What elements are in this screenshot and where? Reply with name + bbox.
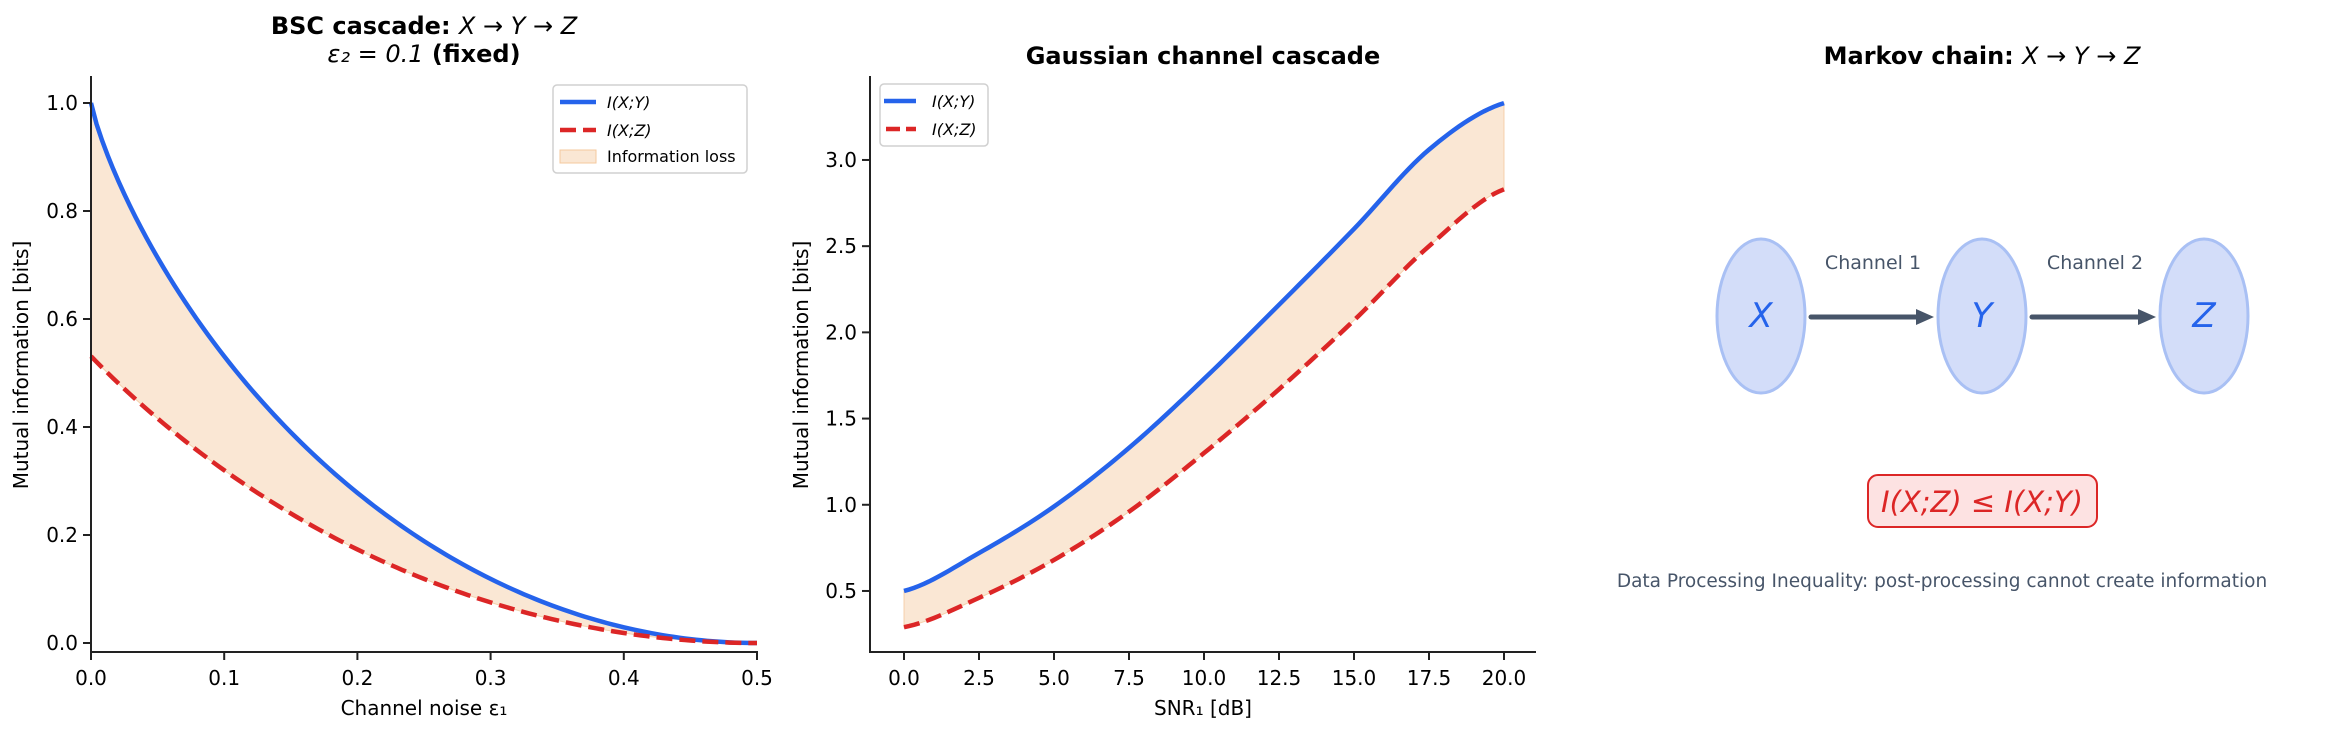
node-z: Z: [2158, 237, 2250, 395]
bsc-information-loss-area: [90, 102, 758, 644]
gauss-x-ticks: 0.0 2.5 5.0 7.5 10.0 12.5 15.0 17.5 20.0: [888, 652, 1526, 690]
edge-label-channel-1: Channel 1: [1825, 252, 1921, 274]
x-tick-label: 0.5: [741, 666, 773, 690]
gauss-legend: I(X;Y) I(X;Z): [879, 83, 989, 147]
arrow-y-to-z: [2029, 309, 2156, 325]
x-tick-label: 12.5: [1257, 666, 1302, 690]
y-tick-label: 0.0: [46, 631, 78, 655]
gauss-title: Gaussian channel cascade: [1026, 42, 1381, 70]
gauss-x-label: SNR₁ [dB]: [1154, 696, 1252, 720]
arrow-head-icon: [1916, 309, 1934, 325]
x-tick-label: 0.0: [888, 666, 920, 690]
y-tick-label: 2.5: [825, 234, 857, 258]
x-tick-label: 0.4: [608, 666, 640, 690]
node-x: X: [1715, 237, 1807, 395]
panel-gaussian: Gaussian channel cascade 0.5 1.0 1.5 2.0 2.5…: [789, 42, 1536, 720]
arrow-head-icon: [2138, 309, 2156, 325]
gauss-y-ticks: 0.5 1.0 1.5 2.0 2.5 3.0: [825, 148, 870, 603]
x-tick-label: 20.0: [1482, 666, 1527, 690]
dpi-inequality-text: I(X;Z) ≤ I(X;Y): [1881, 485, 2083, 519]
x-tick-label: 0.2: [341, 666, 373, 690]
bsc-legend: I(X;Y) I(X;Z) Information loss: [552, 84, 748, 174]
y-tick-label: 2.0: [825, 320, 857, 344]
arrow-x-to-y: [1808, 309, 1934, 325]
bsc-x-ticks: 0.0 0.1 0.2 0.3 0.4 0.5: [75, 652, 773, 690]
x-tick-label: 5.0: [1038, 666, 1070, 690]
bsc-iy-line: [88, 102, 758, 646]
bsc-title: BSC cascade: X → Y → Z: [271, 12, 578, 40]
y-tick-label: 0.5: [825, 579, 857, 603]
y-tick-label: 1.0: [825, 493, 857, 517]
y-tick-label: 1.0: [46, 91, 78, 115]
dpi-caption: Data Processing Inequality: post-process…: [1617, 571, 2267, 592]
legend-iy-label: I(X;Y): [932, 92, 975, 111]
y-tick-label: 3.0: [825, 148, 857, 172]
panel-markov: Markov chain: X → Y → Z X Y Z Channel 1 …: [1617, 42, 2267, 592]
gauss-y-label: Mutual information [bits]: [789, 241, 813, 490]
edge-label-channel-2: Channel 2: [2047, 252, 2143, 274]
y-tick-label: 0.6: [46, 307, 78, 331]
x-tick-label: 10.0: [1182, 666, 1227, 690]
legend-loss-label: Information loss: [607, 147, 736, 166]
y-tick-label: 1.5: [825, 407, 857, 431]
x-tick-label: 7.5: [1113, 666, 1145, 690]
gauss-information-loss-area: [903, 102, 1505, 628]
y-tick-label: 0.4: [46, 415, 78, 439]
legend-iz-label: I(X;Z): [607, 121, 652, 140]
x-tick-label: 2.5: [963, 666, 995, 690]
legend-iy-label: I(X;Y): [607, 93, 650, 112]
gauss-iz-line: [903, 187, 1505, 630]
x-tick-label: 0.1: [208, 666, 240, 690]
node-y: Y: [1936, 237, 2028, 395]
x-tick-label: 0.3: [475, 666, 507, 690]
bsc-y-ticks: 0.0 0.2 0.4 0.6 0.8 1.0: [46, 91, 91, 655]
node-z-label: Z: [2191, 296, 2216, 336]
legend-iz-label: I(X;Z): [932, 120, 977, 139]
y-tick-label: 0.2: [46, 523, 78, 547]
node-y-label: Y: [1972, 296, 1995, 336]
x-tick-label: 15.0: [1332, 666, 1377, 690]
node-x-label: X: [1747, 296, 1773, 336]
bsc-subtitle: ε₂ = 0.1 (fixed): [327, 40, 520, 68]
gauss-iy-line: [903, 100, 1505, 594]
x-tick-label: 17.5: [1407, 666, 1452, 690]
x-tick-label: 0.0: [75, 666, 107, 690]
y-tick-label: 0.8: [46, 199, 78, 223]
bsc-x-label: Channel noise ε₁: [341, 696, 508, 720]
dpi-inequality-box: I(X;Z) ≤ I(X;Y): [1867, 474, 2098, 528]
bsc-iz-line: [89, 354, 758, 646]
markov-title: Markov chain: X → Y → Z: [1824, 42, 2141, 70]
panel-bsc: BSC cascade: X → Y → Z ε₂ = 0.1 (fixed) …: [9, 12, 773, 720]
legend-loss-swatch: [559, 149, 597, 164]
bsc-y-label: Mutual information [bits]: [9, 241, 33, 490]
